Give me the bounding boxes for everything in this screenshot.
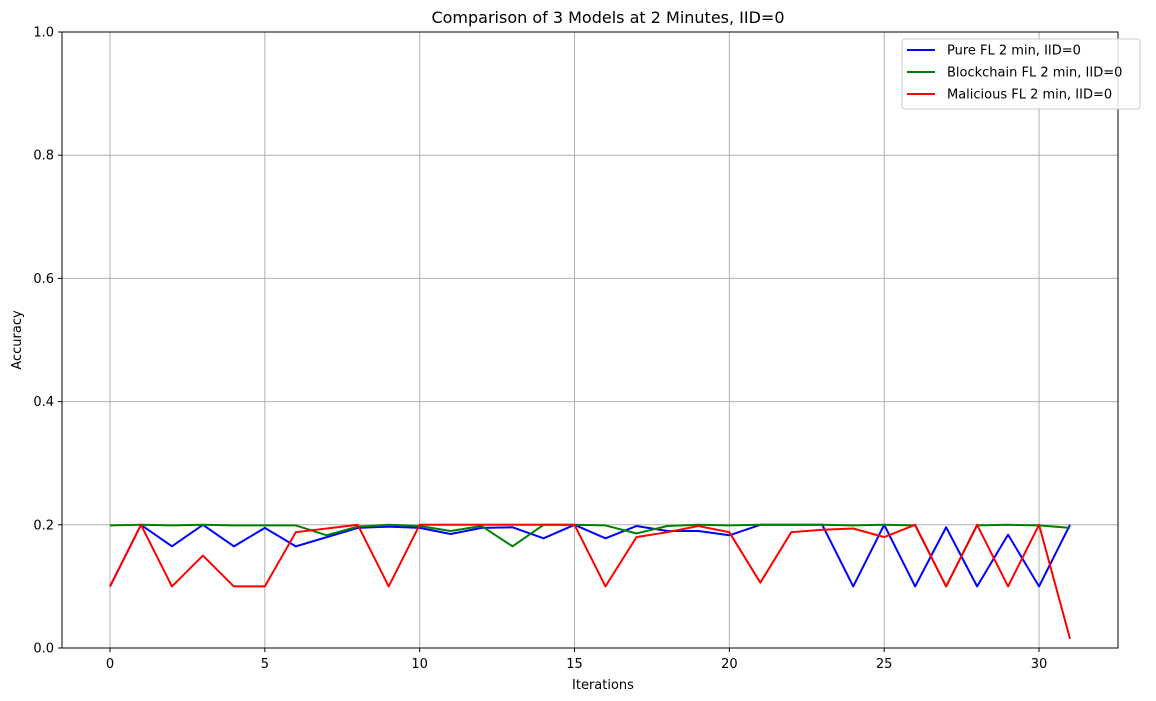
y-axis-title: Accuracy	[10, 310, 25, 370]
x-tick-label: 0	[106, 657, 114, 672]
x-tick-label: 25	[876, 657, 893, 672]
x-axis-title: Iterations	[572, 678, 634, 693]
legend-label: Malicious FL 2 min, IID=0	[947, 88, 1112, 103]
x-tick-label: 5	[261, 657, 269, 672]
x-tick-label: 20	[721, 657, 738, 672]
y-tick-label: 0.4	[33, 395, 54, 410]
chart-title: Comparison of 3 Models at 2 Minutes, IID…	[431, 8, 784, 27]
y-tick-label: 0.8	[33, 149, 54, 164]
series-line-1	[109, 523, 1071, 588]
y-tick-label: 0.0	[33, 642, 54, 657]
legend-label: Blockchain FL 2 min, IID=0	[947, 66, 1122, 81]
y-axis-ticks: 0.0 0.2 0.4 0.6 0.8 1.0	[33, 26, 62, 657]
x-tick-label: 15	[566, 657, 583, 672]
legend-label: Pure FL 2 min, IID=0	[947, 44, 1081, 59]
series-line-2	[109, 523, 1071, 588]
y-tick-label: 0.2	[33, 518, 54, 533]
series-line-3	[109, 523, 1071, 640]
y-tick-label: 0.6	[33, 272, 54, 287]
x-tick-label: 10	[411, 657, 428, 672]
plot-lines	[109, 523, 1071, 640]
legend: Pure FL 2 min, IID=0 Blockchain FL 2 min,…	[901, 38, 1141, 110]
y-tick-label: 1.0	[33, 26, 54, 41]
legend-box	[901, 38, 1141, 110]
x-axis-ticks: 0 5 10 15 20 25 30	[106, 648, 1047, 672]
x-tick-label: 30	[1031, 657, 1048, 672]
plot-area-frame	[61, 31, 1119, 649]
